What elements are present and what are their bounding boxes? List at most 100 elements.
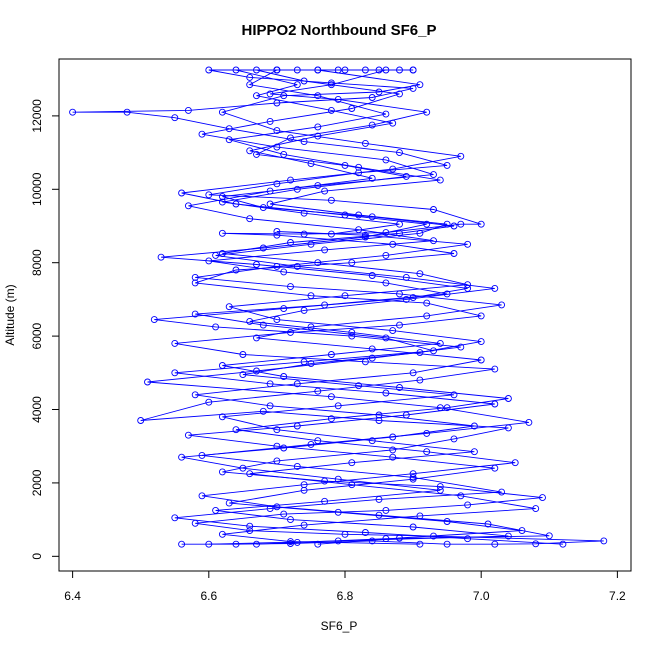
- data-point: [382, 110, 390, 118]
- data-point: [273, 231, 281, 239]
- data-point: [436, 483, 444, 491]
- data-point: [396, 149, 403, 157]
- x-tick-label: 7.2: [609, 589, 626, 603]
- data-point: [355, 211, 363, 219]
- data-point: [470, 448, 478, 456]
- data-point: [212, 251, 220, 259]
- data-point: [396, 220, 403, 228]
- data-point: [198, 130, 206, 138]
- data-point: [450, 222, 458, 230]
- data-point: [253, 150, 260, 158]
- data-point: [321, 246, 329, 254]
- data-point: [361, 529, 369, 536]
- y-tick-label: 0: [30, 553, 44, 560]
- data-point: [511, 459, 519, 467]
- data-point: [178, 453, 186, 461]
- data-point: [171, 114, 179, 122]
- data-point: [409, 66, 417, 74]
- data-point: [287, 176, 294, 184]
- data-point: [300, 481, 308, 489]
- data-point: [266, 90, 274, 98]
- data-point: [423, 108, 431, 116]
- y-tick-label: 6000: [30, 322, 44, 349]
- data-point: [375, 411, 383, 419]
- data-point: [205, 191, 213, 199]
- data-point: [171, 514, 179, 522]
- data-point: [273, 127, 281, 135]
- data-point: [430, 171, 437, 179]
- data-point: [443, 540, 451, 548]
- data-point: [218, 413, 226, 421]
- data-point: [293, 538, 301, 546]
- x-axis-label: SF6_P: [321, 619, 358, 633]
- data-point: [368, 345, 376, 353]
- data-point: [600, 537, 608, 545]
- data-point: [314, 92, 322, 100]
- data-point: [327, 393, 335, 401]
- data-point: [259, 407, 267, 415]
- data-point: [293, 380, 301, 388]
- data-point: [123, 108, 131, 116]
- series-2: [144, 66, 567, 548]
- data-point: [443, 220, 451, 228]
- x-tick-label: 6.4: [64, 589, 81, 603]
- data-point: [246, 81, 254, 89]
- data-point: [355, 382, 363, 390]
- data-point: [443, 404, 451, 412]
- data-point: [334, 95, 342, 103]
- data-point: [389, 327, 397, 335]
- data-point: [157, 253, 165, 261]
- series-line: [147, 69, 563, 545]
- data-point: [368, 537, 376, 545]
- data-point: [314, 387, 322, 395]
- y-tick-label: 8000: [30, 249, 44, 276]
- data-point: [382, 251, 390, 259]
- data-point: [69, 108, 77, 116]
- x-tick-label: 6.6: [200, 589, 217, 603]
- data-point: [191, 391, 199, 399]
- data-point: [280, 92, 288, 100]
- data-point: [300, 230, 308, 238]
- data-point: [287, 283, 294, 291]
- data-point: [498, 301, 506, 309]
- data-point: [464, 535, 472, 543]
- data-point: [212, 323, 220, 331]
- data-point: [464, 240, 472, 248]
- data-point: [450, 435, 458, 443]
- data-point: [280, 510, 288, 518]
- data-point: [389, 446, 397, 454]
- data-point: [300, 521, 308, 529]
- chart-title: HIPPO2 Northbound SF6_P: [241, 22, 436, 39]
- data-point: [355, 163, 363, 171]
- data-point: [361, 231, 369, 239]
- data-point: [239, 351, 247, 358]
- data-point: [443, 518, 451, 525]
- data-point: [416, 229, 424, 237]
- data-point: [321, 497, 329, 505]
- data-point: [389, 165, 397, 173]
- data-point: [287, 239, 294, 246]
- series-line: [181, 69, 509, 545]
- data-point: [423, 220, 431, 228]
- data-point: [293, 462, 301, 470]
- data-point: [307, 360, 315, 368]
- data-point: [232, 426, 240, 434]
- data-point: [545, 532, 553, 540]
- data-point: [327, 415, 335, 423]
- data-point: [416, 376, 424, 384]
- data-point: [266, 200, 274, 208]
- data-point: [409, 475, 417, 483]
- data-point: [253, 334, 260, 342]
- data-point: [361, 233, 369, 241]
- data-point: [491, 365, 499, 373]
- data-point: [409, 523, 417, 531]
- data-point: [443, 161, 451, 169]
- data-point: [361, 139, 369, 147]
- data-point: [218, 108, 226, 116]
- series-line: [174, 69, 523, 545]
- data-point: [144, 378, 151, 386]
- data-point: [396, 229, 403, 237]
- data-point: [464, 501, 472, 509]
- data-point: [287, 134, 294, 142]
- series-line: [201, 69, 536, 545]
